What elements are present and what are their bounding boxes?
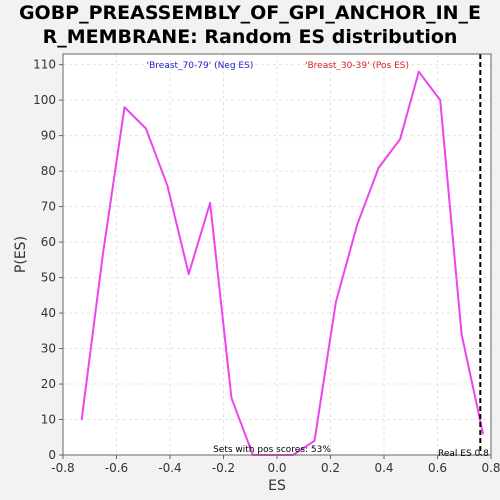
data-point <box>123 106 126 109</box>
data-point <box>335 301 337 304</box>
x-tick-label: 0.6 <box>428 461 447 475</box>
y-tick-label: 70 <box>41 200 56 214</box>
axis-ticks: -0.8 -0.6 -0.4 -0.2 0.0 0.2 0.4 0.6 0.8 0 10 20 30 40… <box>33 58 500 475</box>
data-point <box>356 223 359 226</box>
data-point <box>377 166 380 169</box>
y-tick-label: 110 <box>33 58 56 72</box>
data-point <box>80 418 83 421</box>
y-tick-label: 100 <box>33 93 56 107</box>
data-point <box>230 397 233 400</box>
plot-frame <box>62 53 492 456</box>
x-tick-label: -0.6 <box>105 461 128 475</box>
y-tick-label: 50 <box>41 271 56 285</box>
legend-pos-es-label: 'Breast_30-39' (Pos ES) <box>305 61 409 71</box>
y-tick-label: 10 <box>41 413 56 427</box>
x-tick-label: -0.4 <box>158 461 181 475</box>
y-tick-label: 40 <box>41 306 56 320</box>
sets-with-pos-scores-annotation: Sets with pos scores: 53% <box>213 445 331 455</box>
data-point <box>439 99 441 101</box>
data-point <box>209 202 211 204</box>
x-tick-label: 0.8 <box>481 461 500 475</box>
data-point <box>399 138 401 140</box>
chart-title-line-1: GOBP_PREASSEMBLY_OF_GPI_ANCHOR_IN_E <box>18 2 482 24</box>
y-tick-label: 80 <box>41 164 56 178</box>
y-tick-label: 60 <box>41 235 56 249</box>
data-point <box>417 70 420 73</box>
real-es-annotation: Real ES 0.8 <box>438 449 489 459</box>
x-tick-label: 0.2 <box>321 461 340 475</box>
data-point <box>482 432 484 435</box>
data-point <box>313 440 316 442</box>
data-point <box>145 127 147 130</box>
x-tick-label: 0.0 <box>267 461 286 475</box>
y-tick-label: 0 <box>48 448 56 462</box>
y-tick-label: 30 <box>41 342 56 356</box>
x-tick-label: -0.2 <box>212 461 235 475</box>
data-point <box>460 333 463 336</box>
chart-title: GOBP_PREASSEMBLY_OF_GPI_ANCHOR_IN_E R_ME… <box>0 1 500 49</box>
legend-neg-es-label: 'Breast_70-79' (Neg ES) <box>147 61 254 71</box>
x-axis-title: ES <box>268 478 286 494</box>
y-axis-title: P(ES) <box>13 236 29 273</box>
data-point <box>102 251 104 254</box>
x-tick-label: 0.4 <box>374 461 393 475</box>
y-tick-label: 20 <box>41 377 56 391</box>
chart-title-line-2: R_MEMBRANE: Random ES distribution <box>42 26 458 48</box>
x-tick-label: -0.8 <box>51 461 74 475</box>
y-tick-label: 90 <box>41 129 56 143</box>
data-point <box>187 273 190 275</box>
data-point <box>166 184 169 187</box>
